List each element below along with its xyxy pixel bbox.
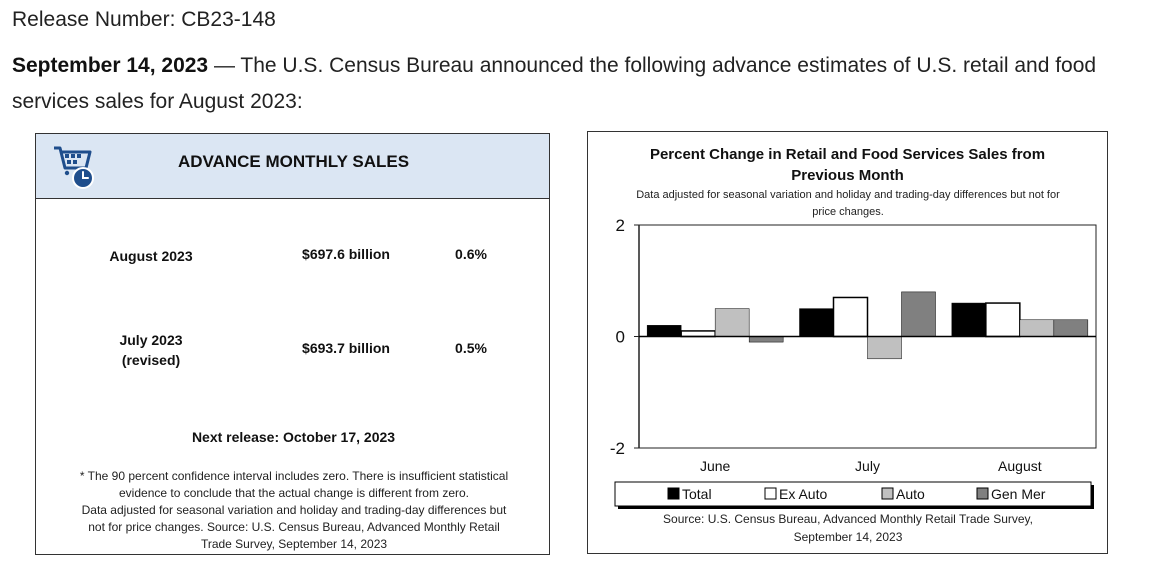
x-tick-label: June [700, 458, 731, 474]
chart-source: Source: U.S. Census Bureau, Advanced Mon… [598, 510, 1098, 546]
sales-month: July 2023 (revised) [96, 330, 206, 370]
legend-label: Gen Mer [991, 486, 1046, 502]
percent-change-bar-chart: 2 0 -2 June July August Total Ex Auto Auto Gen Me… [610, 216, 1097, 509]
y-tick-label: 2 [616, 216, 625, 235]
release-number: Release Number: CB23-148 [12, 8, 276, 31]
advance-sales-header: ADVANCE MONTHLY SALES [36, 134, 549, 199]
advance-sales-title: ADVANCE MONTHLY SALES [177, 152, 410, 171]
bar-total-july [799, 308, 834, 337]
sales-percent: 0.5% [455, 340, 487, 356]
sales-value: $693.7 billion [302, 340, 390, 356]
chart-source-line: Source: U.S. Census Bureau, Advanced Mon… [663, 512, 1033, 526]
chart-title-line: Previous Month [791, 167, 904, 184]
bar-ex-auto-june [680, 330, 716, 338]
chart-source-line: September 14, 2023 [793, 530, 903, 544]
legend-swatch-total [667, 487, 680, 500]
legend-swatch-ex-auto [764, 487, 777, 500]
chart-subtitle-line: Data adjusted for seasonal variation and… [636, 189, 1060, 201]
sales-month-line2: (revised) [121, 352, 181, 368]
bar-gen-mer-august [1053, 319, 1089, 337]
footnote-line: Trade Survey, September 14, 2023 [200, 537, 388, 551]
next-release-date: Next release: October 17, 2023 [191, 429, 396, 445]
legend-swatch-auto [881, 487, 894, 500]
announcement-text: — The U.S. Census Bureau announced the f… [12, 54, 1097, 113]
advance-sales-panel: ADVANCE MONTHLY SALES August 2023 $697.6… [35, 133, 550, 555]
release-date: September 14, 2023 [12, 54, 209, 77]
legend-box [614, 481, 1092, 507]
sales-month: August 2023 [109, 248, 193, 264]
sales-month-line1: July 2023 [119, 332, 183, 348]
x-tick-label: August [998, 458, 1042, 474]
y-tick-label: -2 [610, 439, 625, 458]
bar-ex-auto-august [985, 302, 1021, 338]
legend-swatch-gen-mer [976, 487, 989, 500]
bar-total-august [951, 302, 987, 337]
x-tick-label: July [855, 458, 880, 474]
advance-sales-footnote: * The 90 percent confidence interval inc… [44, 468, 544, 553]
chart-title: Percent Change in Retail and Food Servic… [588, 144, 1107, 186]
intro-paragraph: September 14, 2023 — The U.S. Census Bur… [12, 48, 1132, 120]
bar-gen-mer-july [901, 291, 936, 337]
percent-change-chart-panel: Percent Change in Retail and Food Servic… [587, 131, 1108, 554]
bar-auto-august [1019, 319, 1055, 337]
legend-label: Auto [896, 486, 925, 502]
footnote-line: not for price changes. Source: U.S. Cens… [88, 520, 500, 534]
footnote-line: evidence to conclude that the actual cha… [119, 486, 469, 500]
shopping-cart-clock-icon [54, 146, 94, 189]
bar-ex-auto-july [832, 296, 869, 338]
footnote-line: Data adjusted for seasonal variation and… [81, 503, 507, 517]
sales-value: $697.6 billion [302, 246, 390, 262]
sales-percent: 0.6% [455, 246, 487, 262]
legend-label: Total [682, 486, 712, 502]
bar-gen-mer-june [748, 336, 784, 343]
chart-subtitle: Data adjusted for seasonal variation and… [598, 187, 1098, 221]
chart-subtitle-line: price changes. [812, 206, 884, 218]
footnote-line: * The 90 percent confidence interval inc… [79, 469, 509, 483]
chart-title-line: Percent Change in Retail and Food Servic… [649, 146, 1046, 163]
bar-auto-july [867, 336, 902, 360]
y-tick-label: 0 [616, 328, 625, 347]
legend-label: Ex Auto [779, 486, 827, 502]
bar-total-june [646, 325, 682, 337]
bar-auto-june [714, 308, 750, 337]
